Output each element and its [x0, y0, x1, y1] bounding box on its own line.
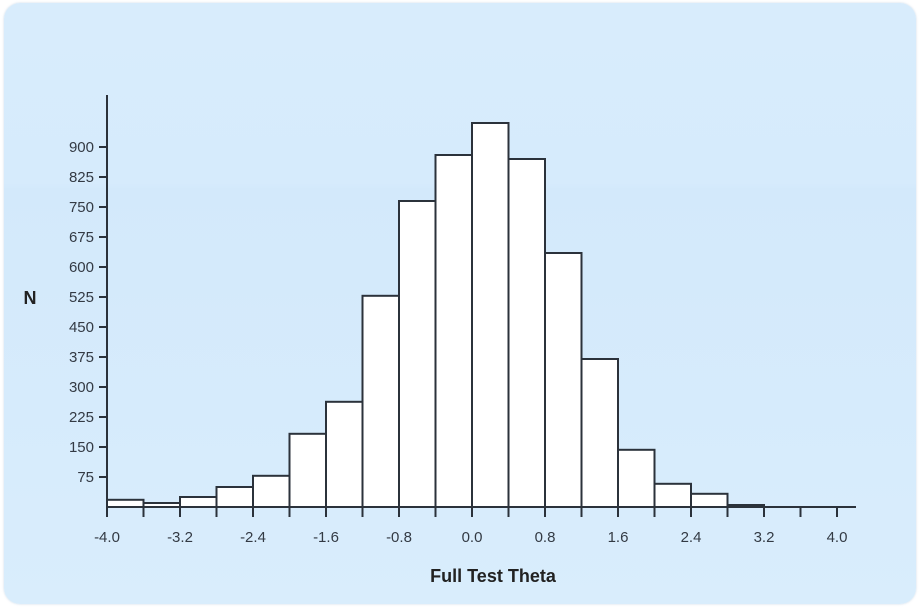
histogram-bar [361, 294, 400, 508]
histogram-bar [398, 200, 437, 508]
histogram-bar [653, 482, 692, 508]
x-tick-label: 1.6 [608, 529, 629, 546]
histogram-bar [690, 492, 729, 508]
x-tick-label: 0.8 [535, 529, 556, 546]
y-tick-label: 600 [69, 259, 94, 276]
x-tick-label: 2.4 [681, 529, 702, 546]
y-tick-label: 525 [69, 289, 94, 306]
x-tick-label: -2.4 [240, 529, 266, 546]
x-tick-label: -3.2 [167, 529, 193, 546]
x-tick-label: -0.8 [386, 529, 412, 546]
x-axis-title: Full Test Theta [430, 566, 557, 586]
axes [106, 95, 856, 508]
histogram-bar [252, 474, 291, 508]
y-tick-label: 675 [69, 229, 94, 246]
histogram-bar [288, 432, 327, 508]
histogram-bar [106, 498, 145, 508]
y-tick-label: 375 [69, 349, 94, 366]
x-tick-label: 0.0 [462, 529, 483, 546]
histogram-bar [434, 154, 473, 508]
y-tick-label: 450 [69, 319, 94, 336]
y-tick-label: 75 [77, 469, 94, 486]
histogram-bar [617, 448, 656, 508]
x-axis-ticks: -4.0 -3.2 -2.4 -1.6 -0.8 0.0 0.8 1.6 2.4 3.2 4.0 [94, 507, 847, 546]
histogram-bar [325, 400, 364, 508]
histogram-bar [215, 486, 254, 508]
histogram-bars [106, 122, 765, 508]
y-tick-label: 150 [69, 439, 94, 456]
histogram-bar [179, 496, 218, 508]
x-tick-label: -4.0 [94, 529, 120, 546]
histogram-bar [471, 122, 510, 508]
x-tick-label: -1.6 [313, 529, 339, 546]
y-tick-label: 225 [69, 409, 94, 426]
y-tick-label: 900 [69, 139, 94, 156]
histogram-bar [580, 358, 619, 508]
y-axis-title: N [24, 288, 37, 308]
y-tick-label: 825 [69, 169, 94, 186]
histogram-bar [544, 252, 583, 508]
x-tick-label: 4.0 [827, 529, 848, 546]
y-axis-ticks: 75 150 225 300 375 450 525 600 675 750 825 900 [69, 139, 107, 486]
histogram-bar [507, 158, 546, 508]
x-tick-label: 3.2 [754, 529, 775, 546]
y-tick-label: 750 [69, 199, 94, 216]
y-tick-label: 300 [69, 379, 94, 396]
